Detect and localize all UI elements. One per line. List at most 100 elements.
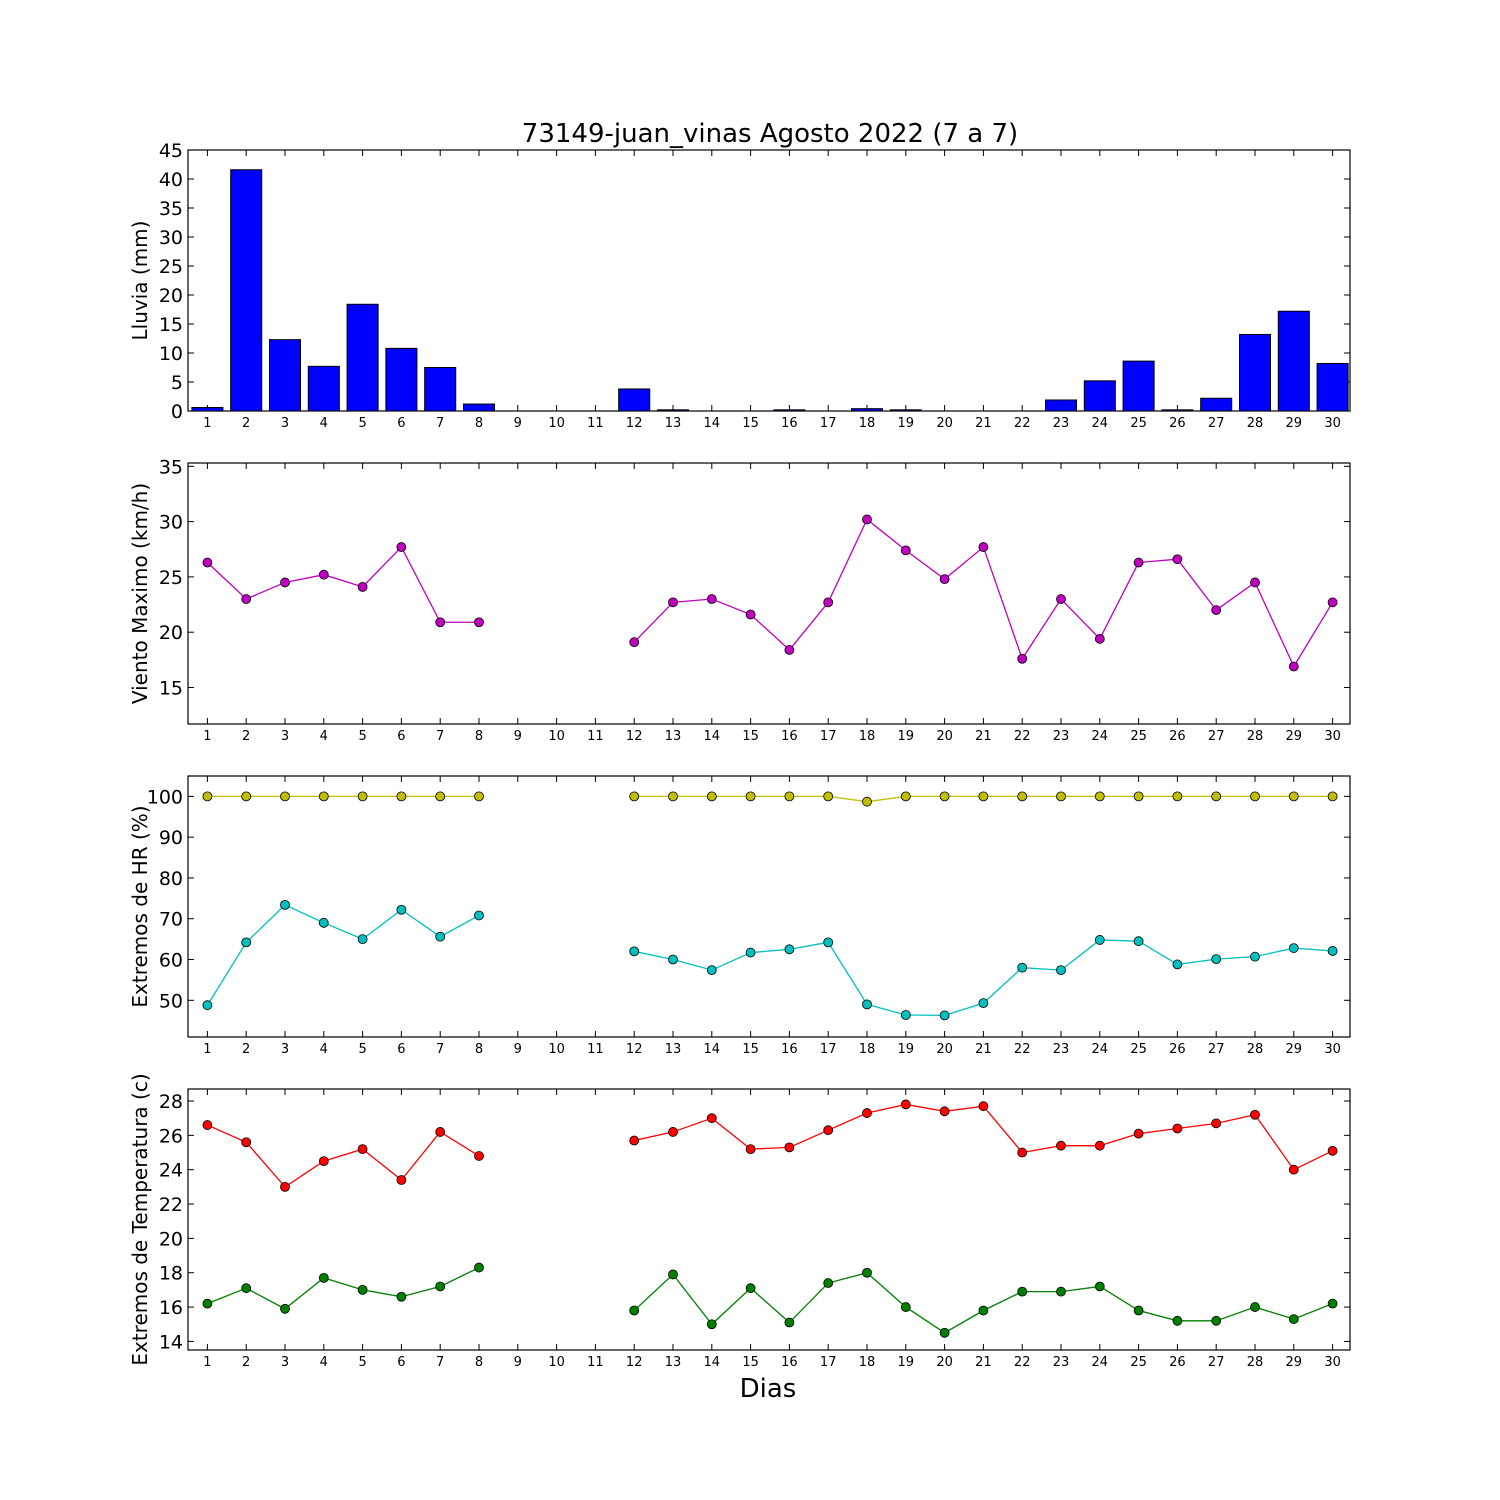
x-tick-label: 10 [548, 1042, 565, 1057]
series-point [435, 1127, 446, 1137]
y-tick-label: 70 [159, 909, 183, 931]
x-tick-label: 29 [1286, 729, 1303, 744]
y-tick-label: 50 [159, 990, 183, 1012]
series-point [862, 999, 872, 1010]
x-tick-label: 19 [898, 416, 915, 431]
x-tick-label: 27 [1208, 1355, 1225, 1370]
x-tick-label: 9 [514, 1042, 522, 1057]
series-point [1017, 962, 1028, 973]
series-point [823, 1125, 834, 1136]
series-point [1211, 1118, 1222, 1129]
series-point [318, 791, 329, 802]
y-tick-label: 0 [171, 401, 183, 423]
series-point [1250, 1302, 1260, 1312]
series-point [1133, 1128, 1144, 1139]
x-tick-label: 6 [397, 729, 405, 744]
x-tick-label: 16 [781, 729, 798, 744]
x-tick-label: 6 [397, 1042, 405, 1057]
x-tick-label: 21 [975, 1355, 992, 1370]
series-point [668, 1127, 678, 1137]
x-tick-label: 18 [859, 416, 876, 431]
x-tick-label: 20 [936, 1042, 953, 1057]
x-tick-label: 4 [320, 416, 328, 431]
y-tick-label: 10 [159, 343, 183, 365]
series-point [668, 791, 678, 802]
x-tick-label: 16 [781, 1042, 798, 1057]
x-tick-label: 24 [1092, 1042, 1109, 1057]
y-tick-label: 45 [159, 140, 183, 162]
series-point [241, 791, 252, 802]
series-point [1288, 1314, 1299, 1324]
x-tick-label: 7 [436, 416, 444, 431]
series-point [862, 514, 872, 525]
series-point [1250, 791, 1260, 802]
series-point [474, 1262, 484, 1273]
x-tick-label: 14 [704, 1042, 721, 1057]
series-point [357, 934, 368, 945]
series-point [1094, 1281, 1105, 1292]
x-tick-label: 20 [936, 1355, 953, 1370]
series-point [1094, 1140, 1105, 1151]
x-tick-label: 27 [1208, 416, 1225, 431]
series-point [706, 965, 717, 976]
series-point [1172, 1123, 1183, 1134]
y-axis-label: Extremos de HR (%) [128, 805, 152, 1007]
series-line [206, 904, 480, 1006]
series-point [318, 917, 329, 928]
series-point [1172, 959, 1183, 970]
series-point [318, 1272, 329, 1283]
series-point [862, 796, 872, 807]
series-point [784, 1317, 795, 1328]
x-tick-label: 23 [1053, 416, 1070, 431]
series-point [745, 947, 756, 958]
series-point [1172, 1315, 1183, 1326]
x-tick-label: 25 [1130, 416, 1147, 431]
series-point [396, 1175, 407, 1185]
series-point [784, 944, 795, 955]
x-tick-label: 16 [781, 416, 798, 431]
x-tick-label: 7 [436, 1042, 444, 1057]
series-point [202, 1000, 213, 1011]
series-point [1056, 1140, 1066, 1151]
x-tick-label: 29 [1286, 1355, 1303, 1370]
x-tick-label: 9 [514, 1355, 522, 1370]
x-tick-label: 10 [548, 1355, 565, 1370]
series-point [900, 1302, 911, 1312]
x-tick-label: 19 [898, 1042, 915, 1057]
series-point [629, 791, 640, 802]
series-point [1288, 1164, 1299, 1175]
bar [462, 403, 496, 412]
x-tick-label: 11 [587, 729, 604, 744]
x-tick-label: 2 [242, 1042, 250, 1057]
x-tick-label: 28 [1247, 729, 1264, 744]
series-point [745, 1144, 756, 1154]
series-point [241, 937, 252, 948]
series-point [202, 791, 213, 802]
series-point [318, 569, 329, 580]
bar [1238, 333, 1272, 412]
y-tick-label: 100 [147, 786, 183, 808]
series-point [1288, 661, 1299, 672]
plot-frame [187, 775, 1351, 1038]
x-tick-label: 20 [936, 416, 953, 431]
bar [850, 408, 884, 412]
series-point [1017, 1286, 1028, 1297]
series-point [939, 1106, 950, 1117]
x-tick-label: 27 [1208, 1042, 1225, 1057]
series-point [706, 1319, 717, 1330]
x-tick-label: 26 [1169, 1042, 1186, 1057]
series-point [900, 791, 911, 802]
x-tick-label: 15 [742, 1042, 759, 1057]
x-tick-label: 28 [1247, 1355, 1264, 1370]
x-tick-label: 21 [975, 729, 992, 744]
x-tick-label: 3 [281, 1042, 289, 1057]
series-point [396, 1291, 407, 1302]
x-tick-label: 8 [475, 1355, 483, 1370]
x-tick-label: 14 [704, 1355, 721, 1370]
y-tick-label: 26 [159, 1125, 183, 1147]
x-tick-label: 13 [665, 1355, 682, 1370]
bar [889, 409, 922, 412]
